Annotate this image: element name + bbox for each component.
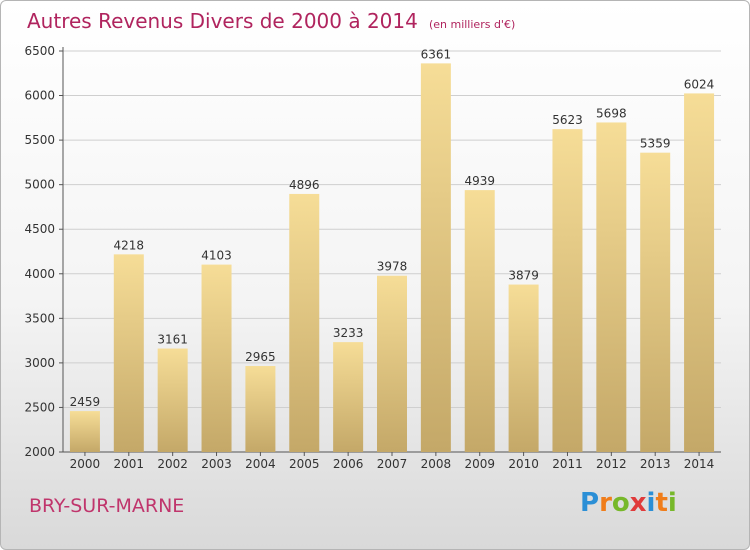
logo-letter: P <box>580 488 600 518</box>
bar-2001 <box>113 254 144 452</box>
bar-2005 <box>289 193 320 453</box>
bar-value-label: 2459 <box>70 395 101 409</box>
proxiti-logo[interactable]: Proxiti <box>580 488 677 518</box>
x-tick-label: 2007 <box>377 457 408 471</box>
logo-letter: i <box>667 488 677 518</box>
place-name: BRY-SUR-MARNE <box>29 495 185 517</box>
bar-value-label: 2965 <box>245 350 276 364</box>
y-tick-label: 5500 <box>24 133 55 147</box>
logo-letter: o <box>611 488 630 518</box>
x-tick-label: 2003 <box>201 457 232 471</box>
x-tick-label: 2001 <box>114 457 145 471</box>
y-tick-label: 3500 <box>24 311 55 325</box>
x-tick-label: 2012 <box>596 457 627 471</box>
bar-2004 <box>245 366 276 452</box>
y-tick-label: 2500 <box>24 400 55 414</box>
bar-value-label: 6361 <box>421 47 452 61</box>
x-tick-label: 2009 <box>464 457 495 471</box>
bar-2010 <box>508 284 539 452</box>
logo-letter: t <box>655 488 668 518</box>
x-tick-label: 2004 <box>245 457 276 471</box>
y-tick-label: 3000 <box>24 356 55 370</box>
x-tick-label: 2014 <box>684 457 715 471</box>
bar-value-label: 5698 <box>596 106 627 120</box>
x-tick-label: 2005 <box>289 457 320 471</box>
logo-letter: i <box>646 488 656 518</box>
bar-2013 <box>640 152 671 452</box>
bar-2006 <box>333 342 364 452</box>
bar-2002 <box>157 348 188 452</box>
x-tick-label: 2008 <box>421 457 452 471</box>
bar-value-label: 4103 <box>201 249 232 263</box>
bar-value-label: 4896 <box>289 178 320 192</box>
bar-2012 <box>596 122 627 453</box>
y-tick-label: 5000 <box>24 178 55 192</box>
bar-value-label: 4939 <box>464 174 495 188</box>
bar-2003 <box>201 264 232 452</box>
bar-2007 <box>377 275 407 452</box>
bar-value-label: 3978 <box>377 260 408 274</box>
x-tick-label: 2010 <box>508 457 539 471</box>
bar-value-label: 3233 <box>333 326 364 340</box>
logo-letter: r <box>599 488 612 518</box>
bar-value-label: 5359 <box>640 137 671 151</box>
chart-title-block: Autres Revenus Divers de 2000 à 2014 (en… <box>27 9 515 33</box>
y-tick-label: 2000 <box>24 445 55 459</box>
bar-2000 <box>69 411 100 452</box>
bar-2008 <box>420 63 451 452</box>
x-tick-label: 2002 <box>157 457 188 471</box>
chart-subtitle: (en milliers d'€) <box>428 18 516 31</box>
x-tick-label: 2011 <box>552 457 583 471</box>
y-tick-label: 6000 <box>24 89 55 103</box>
x-tick-label: 2006 <box>333 457 364 471</box>
y-tick-label: 4500 <box>24 222 55 236</box>
y-tick-label: 6500 <box>24 44 55 58</box>
y-tick-label: 4000 <box>24 267 55 281</box>
bar-2014 <box>684 93 715 453</box>
bar-2011 <box>552 129 583 452</box>
bar-value-label: 3161 <box>157 333 188 347</box>
bar-value-label: 6024 <box>684 77 715 91</box>
chart-title: Autres Revenus Divers de 2000 à 2014 <box>27 9 418 33</box>
bar-2009 <box>464 190 495 452</box>
x-tick-label: 2000 <box>70 457 101 471</box>
bar-value-label: 4218 <box>114 238 145 252</box>
bar-value-label: 5623 <box>552 113 583 127</box>
bar-value-label: 3879 <box>508 269 539 283</box>
x-tick-label: 2013 <box>640 457 671 471</box>
logo-letter: x <box>629 488 647 518</box>
